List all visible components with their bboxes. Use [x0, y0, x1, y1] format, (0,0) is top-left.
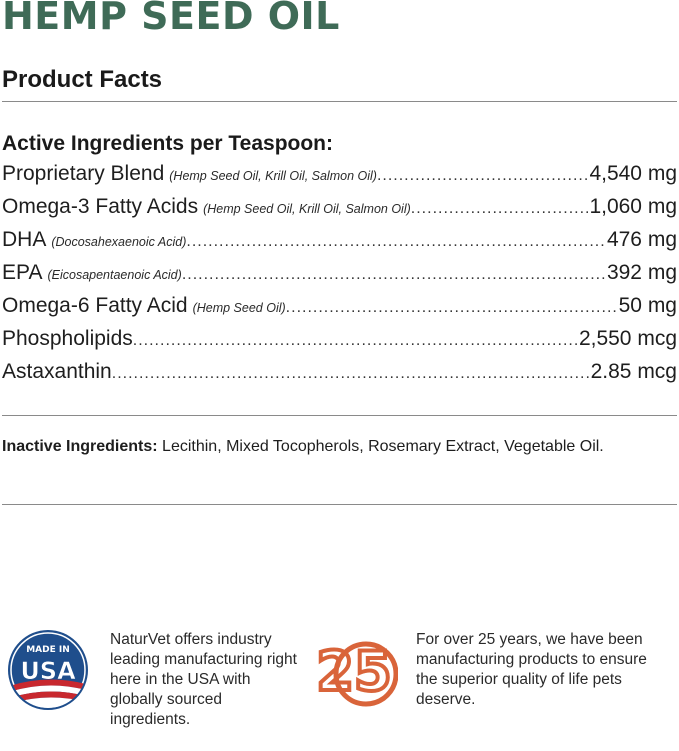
ingredient-row: Proprietary Blend (Hemp Seed Oil, Krill … — [2, 162, 677, 195]
ingredient-amount: 2,550 mcg — [578, 327, 677, 350]
made-in-usa-seal-icon: MADE IN USA — [8, 630, 88, 710]
ingredient-amount: 476 mg — [606, 228, 677, 251]
ingredient-row: Omega-6 Fatty Acid (Hemp Seed Oil) 50 mg — [2, 294, 677, 327]
ingredient-name: Proprietary Blend — [2, 162, 165, 185]
ingredient-row: Omega-3 Fatty Acids (Hemp Seed Oil, Kril… — [2, 195, 677, 228]
anniversary-number: 25 — [318, 640, 392, 703]
ingredient-name: DHA — [2, 228, 47, 251]
ingredient-amount: 2.85 mcg — [590, 360, 677, 383]
dot-leader — [377, 167, 589, 185]
ingredient-amount: 1,060 mg — [589, 195, 677, 218]
inactive-ingredients-text: Lecithin, Mixed Tocopherols, Rosemary Ex… — [162, 438, 604, 455]
seal-line1: MADE IN — [26, 645, 70, 655]
product-title: HEMP SEED OIL — [2, 0, 340, 38]
divider — [2, 415, 677, 416]
seal-line2: USA — [20, 657, 76, 685]
ingredient-name: Astaxanthin — [2, 360, 112, 383]
years-description: For over 25 years, we have been manufact… — [416, 631, 647, 708]
dot-leader — [112, 365, 591, 383]
dot-leader — [411, 200, 590, 218]
ingredient-name: Omega-3 Fatty Acids — [2, 195, 199, 218]
ingredient-amount: 4,540 mg — [589, 162, 677, 185]
ingredient-name: Omega-6 Fatty Acid — [2, 294, 188, 317]
25-years-icon: 25 — [318, 638, 398, 707]
ingredient-source: (Hemp Seed Oil) — [192, 301, 286, 315]
ingredient-row: Astaxanthin 2.85 mcg — [2, 360, 677, 393]
ingredient-name: EPA — [2, 261, 43, 284]
ingredient-row: Phospholipids 2,550 mcg — [2, 327, 677, 360]
section-heading: Product Facts — [2, 66, 163, 93]
ingredients-list: Proprietary Blend (Hemp Seed Oil, Krill … — [2, 162, 677, 393]
usa-description: NaturVet offers industry leading manufac… — [110, 631, 297, 728]
ingredient-source: (Hemp Seed Oil, Krill Oil, Salmon Oil) — [203, 202, 411, 216]
divider — [2, 101, 677, 102]
ingredient-amount: 50 mg — [618, 294, 677, 317]
ingredient-name: Phospholipids — [2, 327, 133, 350]
dot-leader — [186, 233, 607, 251]
divider — [2, 504, 677, 505]
ingredient-row: EPA (Eicosapentaenoic Acid) 392 mg — [2, 261, 677, 294]
inactive-ingredients-label: Inactive Ingredients: — [2, 438, 158, 455]
inactive-ingredients: Inactive Ingredients: Lecithin, Mixed To… — [2, 434, 642, 460]
ingredient-source: (Hemp Seed Oil, Krill Oil, Salmon Oil) — [169, 169, 377, 183]
ingredient-source: (Docosahexaenoic Acid) — [51, 235, 187, 249]
ingredient-row: DHA (Docosahexaenoic Acid) 476 mg — [2, 228, 677, 261]
dot-leader — [133, 332, 579, 350]
dot-leader — [286, 299, 619, 317]
ingredient-amount: 392 mg — [606, 261, 677, 284]
dot-leader — [182, 266, 607, 284]
active-ingredients-heading: Active Ingredients per Teaspoon: — [2, 132, 334, 155]
ingredient-source: (Eicosapentaenoic Acid) — [47, 268, 182, 282]
